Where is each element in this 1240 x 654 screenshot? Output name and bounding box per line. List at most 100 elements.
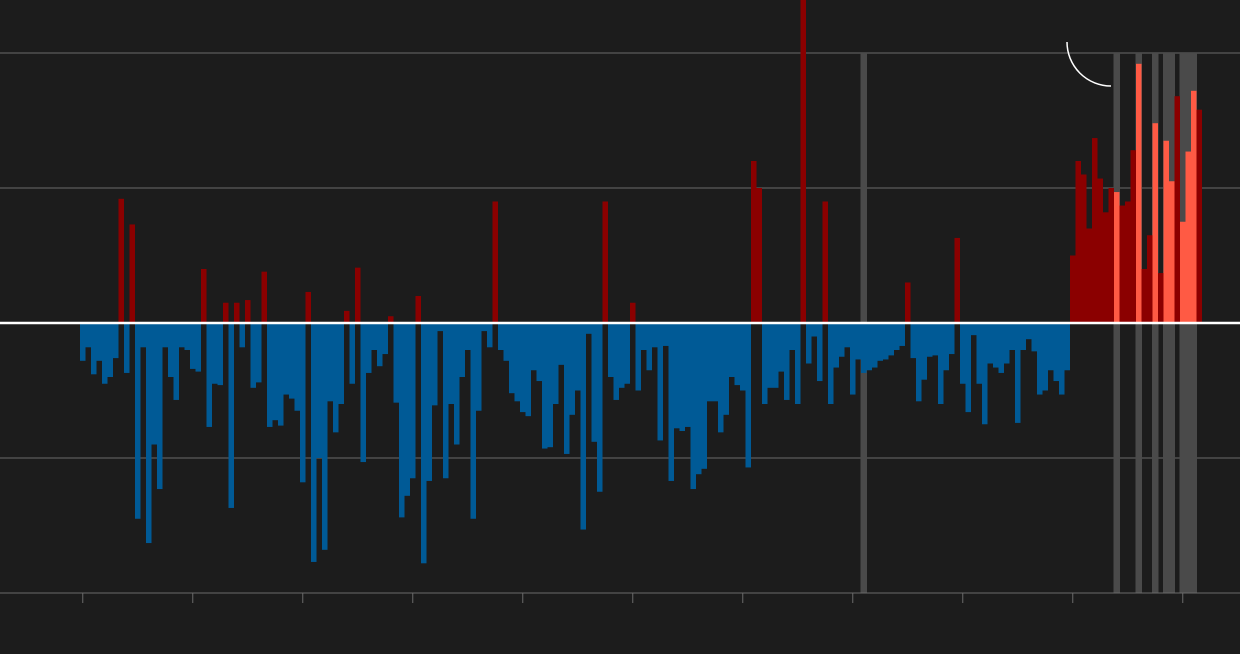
bar [514,323,520,402]
bar [481,323,487,332]
bar [723,323,729,415]
bar [916,323,922,402]
bar [443,323,449,479]
bar [360,323,366,463]
bar [960,323,966,384]
bar [256,323,262,383]
bar [910,323,916,359]
bar [569,323,575,415]
bar [784,323,790,400]
bar [157,323,163,490]
bar [525,323,531,417]
bar [789,323,795,350]
bar [839,323,845,357]
bar [954,237,960,323]
bar [652,323,658,348]
bar [459,323,465,377]
bar [921,323,927,380]
bar [811,323,817,337]
bar [795,323,801,404]
bar [448,323,454,404]
bar [657,323,663,441]
bar [685,323,691,427]
bar [421,323,427,564]
bar [888,323,894,356]
bar [113,323,119,359]
bar [1015,323,1021,423]
bar [905,282,911,323]
bar [641,323,647,350]
bar [1130,150,1136,323]
bar [520,323,526,413]
bar [558,323,564,365]
bar [575,323,581,391]
bar [1092,138,1098,323]
bar [844,323,850,348]
bar [1147,235,1153,323]
bar [338,323,344,404]
bar [707,323,713,402]
bar [96,323,102,361]
bar [762,323,768,404]
bar [85,323,91,348]
bar [294,323,300,411]
bar [971,323,977,336]
bar [822,201,828,323]
bar [217,323,223,386]
bar [206,323,212,427]
bar [366,323,372,373]
bar [531,323,537,371]
bar [536,323,542,382]
bar [1031,323,1037,352]
bar [580,323,586,530]
bar [894,323,900,350]
bar [729,323,735,377]
bar [745,323,751,468]
bar [80,323,86,361]
bar [586,323,592,334]
bar [740,323,746,391]
bar [1125,201,1131,323]
bar [883,323,889,360]
bar [756,188,762,323]
bar [591,323,597,442]
bar [388,316,394,323]
bar [283,323,289,395]
bar [91,323,97,375]
bar [927,323,933,357]
bar [168,323,174,377]
bar [1158,273,1164,323]
bar [228,323,234,508]
bar [938,323,944,404]
bar [624,323,630,384]
bar [426,323,432,481]
bar [800,0,806,323]
bar [861,323,867,373]
bar [267,323,273,427]
bar [1185,151,1191,323]
bar [1037,323,1043,395]
bar [355,267,361,323]
bar [773,323,779,388]
bar [437,323,443,332]
bar [1114,192,1120,323]
bar [1081,174,1087,323]
bar [410,323,416,479]
bar [679,323,685,431]
bar [998,323,1004,373]
bar [470,323,476,519]
bar [399,323,405,518]
bar [866,323,872,371]
bar [1064,323,1070,371]
bar [492,201,498,323]
bar [327,323,333,402]
bar [1136,63,1142,324]
bar [509,323,515,394]
bar [1097,178,1103,323]
bar [1070,255,1076,323]
bar [239,323,245,348]
bar [1020,323,1026,350]
bar [454,323,460,445]
annotation-arc [1066,41,1112,87]
